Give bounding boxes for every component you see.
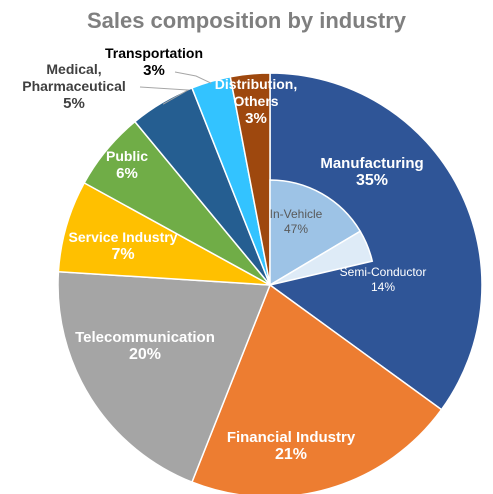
slice-label-distribution-others: Distribution, [215, 76, 297, 92]
slice-label-distribution-others: Others [233, 93, 278, 109]
slice-label-service-industry: Service Industry [69, 229, 178, 245]
pie-slice-telecommunication [57, 270, 272, 484]
slice-label-medical-pharmaceutical: Medical, [46, 61, 101, 77]
chart-title: Sales composition by industry [86, 8, 407, 33]
slice-label-public: Public [106, 148, 148, 164]
pie-slice-manufacturing [269, 72, 483, 411]
slice-value-transportation: 3% [143, 62, 165, 79]
slice-value-distribution-others: 3% [245, 110, 267, 127]
leader-line-medical-pharmaceutical [139, 86, 190, 105]
sub-label-semi-conductor: Semi-Conductor [340, 265, 427, 279]
sub-label-in-vehicle: In-Vehicle [270, 207, 323, 221]
slice-value-service-industry: 7% [111, 246, 134, 263]
slice-value-public: 6% [116, 165, 138, 182]
sub-value-in-vehicle: 47% [284, 222, 308, 236]
sub-value-semi-conductor: 14% [371, 280, 395, 294]
slice-value-financial-industry: 21% [275, 446, 307, 463]
leader-line-transportation [174, 71, 212, 84]
sub-slice-in-vehicle [269, 179, 362, 287]
slice-value-manufacturing: 35% [356, 172, 388, 189]
slice-value-medical-pharmaceutical: 5% [63, 95, 85, 112]
slice-label-manufacturing: Manufacturing [320, 155, 423, 172]
sub-slice-semi-conductor [269, 230, 374, 286]
slice-value-telecommunication: 20% [129, 346, 161, 363]
pie-slice-distribution-others [229, 72, 271, 286]
slice-label-financial-industry: Financial Industry [227, 429, 356, 446]
slice-label-telecommunication: Telecommunication [75, 329, 215, 346]
pie-slice-financial-industry [190, 283, 443, 494]
slice-label-medical-pharmaceutical: Pharmaceutical [22, 78, 126, 94]
slice-label-transportation: Transportation [105, 45, 203, 61]
